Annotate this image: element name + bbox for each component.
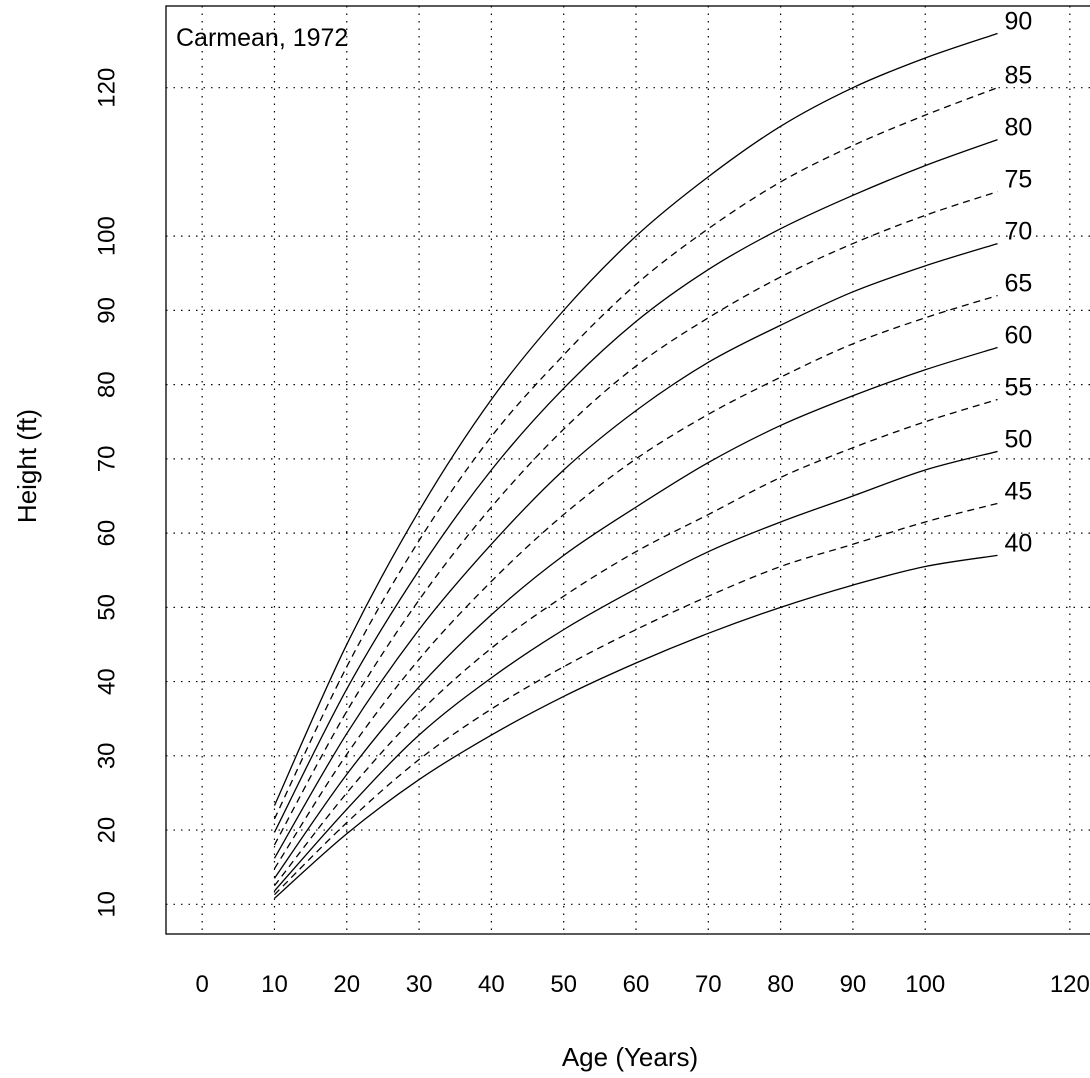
grid-lines (166, 6, 1090, 934)
x-tick-label: 80 (767, 971, 794, 998)
y-tick-label: 40 (93, 668, 120, 695)
x-tick-label: 50 (550, 971, 577, 998)
y-tick-label: 10 (93, 891, 120, 918)
y-tick-label: 80 (93, 371, 120, 398)
x-tick-label: 100 (905, 971, 945, 998)
curve-label-80: 80 (1005, 114, 1033, 142)
x-tick-label: 10 (261, 971, 288, 998)
curve-label-70: 70 (1005, 218, 1033, 246)
y-tick-label: 20 (93, 817, 120, 844)
series-curves (273, 32, 998, 899)
y-tick-label: 50 (93, 594, 120, 621)
series-curve-75 (273, 190, 998, 846)
y-tick-label: 100 (93, 216, 120, 256)
x-tick-label: 30 (406, 971, 433, 998)
curve-label-55: 55 (1005, 373, 1033, 401)
curve-label-60: 60 (1005, 322, 1033, 350)
series-curve-65 (273, 294, 998, 870)
series-curve-60 (273, 346, 998, 879)
y-axis-ticks: 10 20 30 40 50 60 70 80 90 100 120 (93, 68, 120, 918)
y-tick-label: 30 (93, 742, 120, 769)
series-curve-55 (273, 398, 998, 887)
curve-label-85: 85 (1005, 62, 1033, 90)
curve-label-75: 75 (1005, 166, 1033, 194)
y-axis-title: Height (ft) (12, 409, 42, 523)
x-axis-title: Age (Years) (562, 1042, 698, 1072)
chart-annotation: Carmean, 1972 (176, 24, 348, 52)
x-axis-ticks: 0 10 20 30 40 50 60 70 80 90 100 120 (195, 971, 1089, 998)
x-tick-label: 120 (1050, 971, 1090, 998)
curve-labels: 90 85 80 75 70 65 60 55 50 45 40 (1005, 7, 1033, 557)
series-curve-90 (273, 32, 998, 806)
x-tick-label: 70 (695, 971, 722, 998)
curve-label-50: 50 (1005, 425, 1033, 453)
x-tick-label: 20 (333, 971, 360, 998)
y-tick-label: 60 (93, 520, 120, 547)
series-curve-40 (274, 554, 998, 899)
curve-label-40: 40 (1005, 529, 1033, 557)
curve-label-65: 65 (1005, 270, 1033, 298)
series-curve-50 (273, 450, 998, 892)
plot-frame (165, 5, 1090, 935)
y-tick-label: 70 (93, 446, 120, 473)
curve-label-45: 45 (1005, 477, 1033, 505)
curve-label-90: 90 (1005, 7, 1033, 35)
x-tick-label: 40 (478, 971, 505, 998)
y-tick-label: 120 (93, 68, 120, 108)
y-tick-label: 90 (93, 297, 120, 324)
series-curve-80 (273, 139, 998, 833)
x-tick-label: 0 (195, 971, 208, 998)
series-curve-70 (273, 242, 998, 859)
series-curve-45 (274, 502, 998, 896)
series-curve-85 (273, 87, 998, 820)
x-tick-label: 60 (623, 971, 650, 998)
x-tick-label: 90 (840, 971, 867, 998)
